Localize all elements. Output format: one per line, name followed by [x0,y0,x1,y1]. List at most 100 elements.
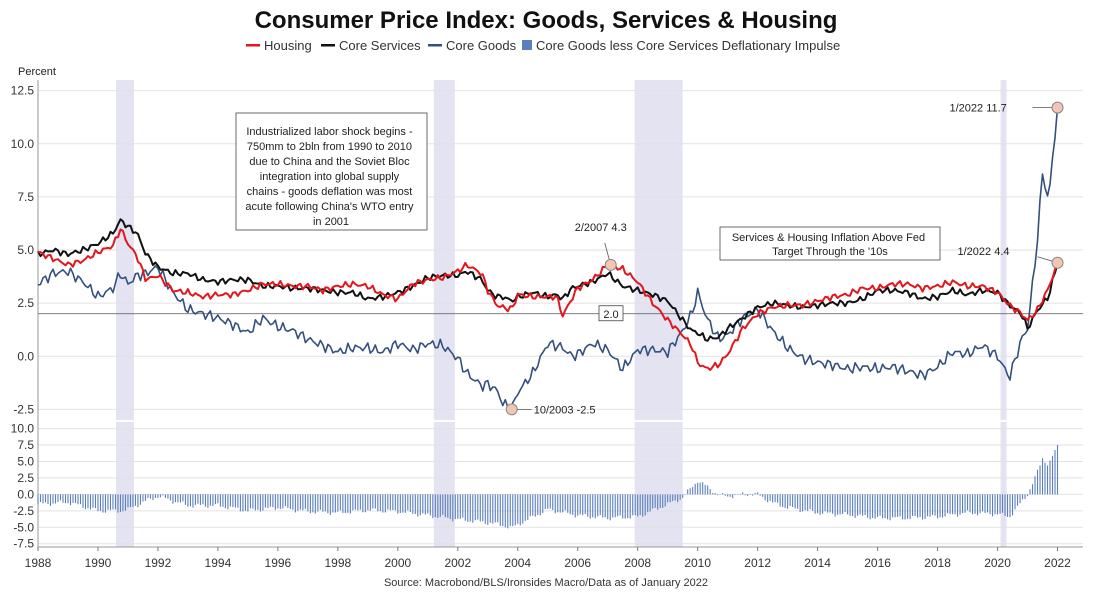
impulse-bar [402,494,404,513]
legend-swatch-impulse [522,40,532,50]
impulse-bar [584,494,586,515]
impulse-bar [819,494,821,515]
impulse-bar [809,494,811,510]
impulse-bar [939,494,941,518]
impulse-bar [564,494,566,511]
impulse-bar [594,494,596,519]
impulse-bar [932,494,934,516]
impulse-bar [527,494,529,520]
x-tick-label: 1992 [145,556,172,570]
impulse-bar [259,494,261,512]
impulse-bar [377,494,379,512]
impulse-bar [249,494,251,509]
annotation-marker [1051,101,1064,114]
lower-y-ticks: 10.0 7.5 5.0 2.5 0.0 -2.5 -5.0 -7.5 [11,422,35,551]
impulse-bar [902,494,904,520]
impulse-bar [287,494,289,508]
impulse-bar [599,494,601,516]
impulse-bar [874,494,876,519]
impulse-bar [84,494,87,510]
impulse-bar [442,494,444,515]
impulse-bar [344,494,346,514]
impulse-bar [119,494,122,512]
impulse-bar [142,494,144,502]
annotation-label: 1/2022 11.7 [950,103,1007,115]
impulse-bar [332,494,334,513]
impulse-bar [742,492,744,495]
impulse-bar [59,494,62,501]
impulse-bars [37,444,1059,529]
impulse-bar [792,494,794,508]
impulse-bar [234,494,236,508]
impulse-bar [1019,494,1021,504]
impulse-bar [212,494,214,506]
legend-label-core-services: Core Services [339,38,421,53]
impulse-bar [629,494,631,519]
impulse-bar [102,494,104,513]
impulse-bar [364,494,366,513]
impulse-bar [854,494,856,518]
impulse-bar [289,494,291,510]
impulse-bar [379,494,381,512]
impulse-bar [614,494,616,518]
lower-y-tick-label: -2.5 [13,504,34,518]
core-services-line [37,218,1059,342]
impulse-bar [662,494,664,508]
impulse-bar [274,494,276,510]
legend-swatch-core-services [321,44,335,47]
impulse-bar [747,494,749,497]
impulse-bar [682,494,684,498]
impulse-bar [447,494,449,518]
impulse-bar [574,494,576,518]
impulse-bar [427,494,429,514]
core-goods-line [37,107,1059,415]
impulse-bar [654,494,656,508]
impulse-bar [354,494,356,510]
impulse-bar [882,494,884,519]
impulse-bar [967,494,969,511]
impulse-bar [609,494,611,521]
impulse-bar [1044,462,1046,495]
impulse-bar [729,494,731,497]
impulse-bar [227,494,229,510]
series-lines [37,107,1059,415]
x-ticks: 1988 1990 1992 1994 1996 1998 2000 2002 2004 2006… [25,547,1071,570]
impulse-bar [677,494,679,503]
impulse-bar [352,494,354,511]
impulse-bar [802,494,804,512]
impulse-bar [824,494,826,512]
impulse-bar [897,494,899,517]
impulse-bar [627,494,629,519]
impulse-bar [847,494,849,515]
impulse-bar [917,494,919,518]
lower-y-tick-label: 7.5 [17,438,34,452]
impulse-bar [707,485,709,495]
textbox-labor-shock: Industrialized labor shock begins - 750m… [235,112,428,231]
x-tick-label: 2000 [384,556,411,570]
impulse-bar [247,494,249,512]
reference-line-label: 2.0 [603,309,618,321]
chart-title: Consumer Price Index: Goods, Services & … [255,7,838,34]
impulse-bar [177,494,179,503]
impulse-bar [57,494,59,503]
impulse-bar [82,494,84,508]
impulse-bar [644,494,646,516]
impulse-bar [582,494,584,516]
impulse-bar [297,494,299,511]
impulse-bar [477,494,479,520]
impulse-bar [857,494,859,516]
x-tick-label: 1996 [265,556,292,570]
impulse-bar [77,494,79,505]
impulse-bar [214,494,216,505]
impulse-bar [547,494,549,509]
impulse-bar [739,493,741,495]
impulse-bar [634,494,636,516]
textbox-fed-target: Services & Housing Inflation Above Fed T… [719,226,941,261]
impulse-bar [194,494,196,505]
impulse-bar [414,494,416,514]
housing-line [38,228,1059,371]
impulse-bar [487,494,489,525]
impulse-bar [157,494,159,498]
impulse-bar [399,494,401,513]
